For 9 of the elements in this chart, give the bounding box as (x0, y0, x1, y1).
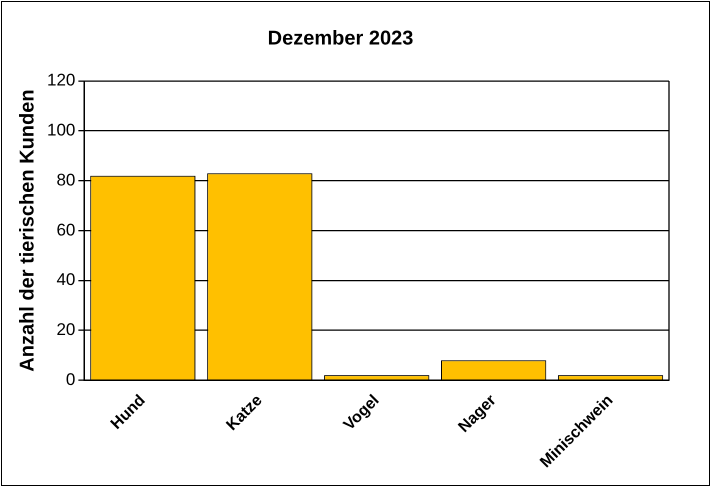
y-tick-label: 20 (56, 320, 76, 339)
y-tick-label: 80 (56, 170, 76, 190)
y-tick-label: 40 (56, 270, 76, 290)
y-axis-title: Anzahl der tierischen Kunden (16, 89, 39, 372)
chart-title: Dezember 2023 (268, 28, 414, 50)
y-tick-label: 120 (46, 70, 76, 90)
y-tick-label: 0 (66, 370, 76, 389)
y-tick-label: 60 (56, 220, 76, 240)
y-tick-label: 100 (46, 120, 76, 140)
